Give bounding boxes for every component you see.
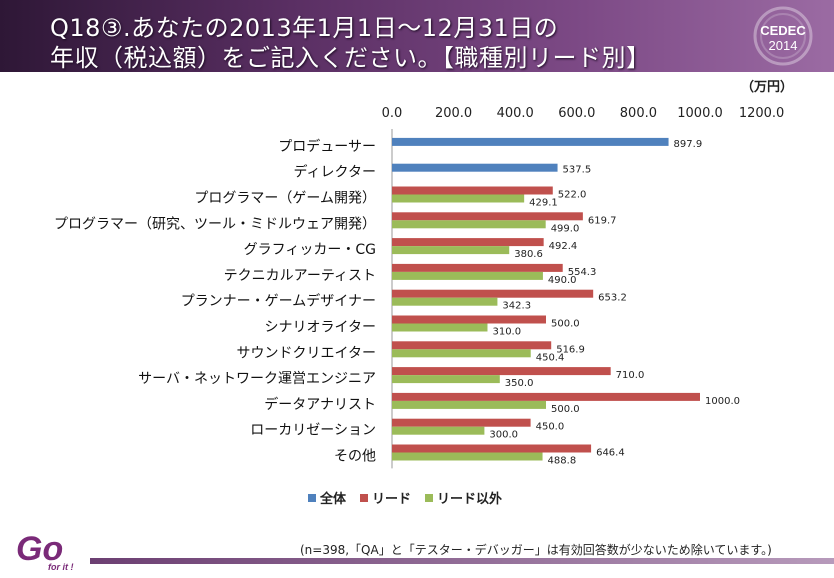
bar [392,315,546,324]
data-label: 300.0 [489,430,518,441]
x-tick-label: 800.0 [620,106,657,121]
data-label: 342.3 [502,301,531,312]
footer-divider [90,558,834,564]
category-label: その他 [334,449,376,465]
data-label: 500.0 [551,404,580,415]
data-label: 1000.0 [705,396,740,407]
x-tick-label: 1000.0 [677,106,723,121]
bar [392,238,544,247]
category-label: プロデューサー [278,138,376,155]
legend-swatch-overall [308,493,316,502]
x-tick-label: 200.0 [435,106,472,121]
logo-main-text: Go [16,530,63,568]
data-label: 619.7 [588,215,617,226]
data-label: 897.9 [674,139,703,150]
x-tick-label: 600.0 [558,106,595,121]
legend-label-lead: リード [372,492,412,507]
bar [392,392,700,401]
category-label: サウンドクリエイター [237,345,376,361]
bar [392,418,531,427]
cedec-logo: CEDEC 2014 [753,6,813,66]
legend-item-lead: リード [360,488,411,507]
bar [392,263,563,272]
category-label: プランナー・ゲームデザイナー [181,293,376,310]
category-label: ローカリゼーション [250,423,376,439]
data-label: 429.1 [529,198,558,209]
bar [392,271,543,280]
data-label: 490.0 [548,275,577,286]
logo-sub-text: for it ! [48,562,74,572]
data-label: 488.8 [548,456,577,467]
category-label: グラフィッカー・CG [244,242,376,258]
bar [392,163,558,172]
data-label: 500.0 [551,319,580,330]
footnote: (n=398,「QA」と「テスター・デバッガー」は有効回答数が少ないため除いてい… [300,543,772,557]
bar [392,246,510,255]
bar [392,323,488,332]
cedec-logo-name: CEDEC [760,23,806,38]
data-label: 646.4 [596,448,625,459]
bar [392,186,553,195]
legend-item-non-lead: リード以外 [425,488,502,507]
unit-label: （万円） [741,80,794,95]
bar [392,444,592,453]
title-banner: Q18③.あなたの2013年1月1日～12月31日の 年収（税込額）をご記入くだ… [0,0,834,72]
data-label: 492.4 [549,241,578,252]
category-label: データアナリスト [264,396,376,413]
bar [392,341,552,350]
data-label: 710.0 [616,370,645,381]
page-title-line-1: Q18③.あなたの2013年1月1日～12月31日の [50,14,559,42]
data-label: 380.6 [514,249,543,260]
data-label: 537.5 [563,165,592,176]
bar [392,297,498,306]
chart-legend: 全体 リード リード以外 [308,488,502,507]
data-label: 350.0 [505,378,534,389]
data-label: 554.3 [568,267,597,278]
data-label: 653.2 [598,293,627,304]
bar [392,137,669,146]
category-label: シナリオライター [265,320,376,336]
x-tick-label: 1200.0 [739,106,785,121]
data-label: 522.0 [558,190,587,201]
page-title-line-2: 年収（税込額）をご記入ください。【職種別リード別】 [50,44,651,72]
category-label: テクニカルアーティスト [224,268,376,284]
bar [392,194,525,203]
category-label: プログラマー（研究、ツール・ミドルウェア開発） [54,216,376,232]
bar [392,349,531,358]
bar-chart: 0.0 200.0 400.0 600.0 800.0 1000.0 1200.0 プロデュー… [54,106,785,469]
bar [392,289,594,298]
bar [392,220,546,229]
x-tick-label: 400.0 [497,106,534,121]
category-label: サーバ・ネットワーク運営エンジニア [138,371,376,387]
legend-label-non-lead: リード以外 [437,492,503,507]
bar [392,400,546,409]
data-label: 516.9 [556,344,585,355]
x-tick-label: 0.0 [382,106,403,121]
data-label: 450.4 [536,352,565,363]
cedec-logo-year: 2014 [769,38,798,53]
legend-item-overall: 全体 [308,488,346,507]
category-label: プログラマー（ゲーム開発） [194,191,376,207]
go-for-it-logo: Go for it ! [16,530,74,572]
legend-swatch-lead [360,493,369,502]
bar [392,212,583,221]
bar [392,375,500,384]
bar [392,426,485,435]
data-label: 499.0 [551,223,580,234]
legend-label-overall: 全体 [320,492,347,507]
data-label: 310.0 [492,327,521,338]
bar [392,367,611,376]
bar [392,452,543,461]
category-label: ディレクター [294,164,376,181]
data-label: 450.0 [536,422,565,433]
legend-swatch-non-lead [425,493,434,502]
